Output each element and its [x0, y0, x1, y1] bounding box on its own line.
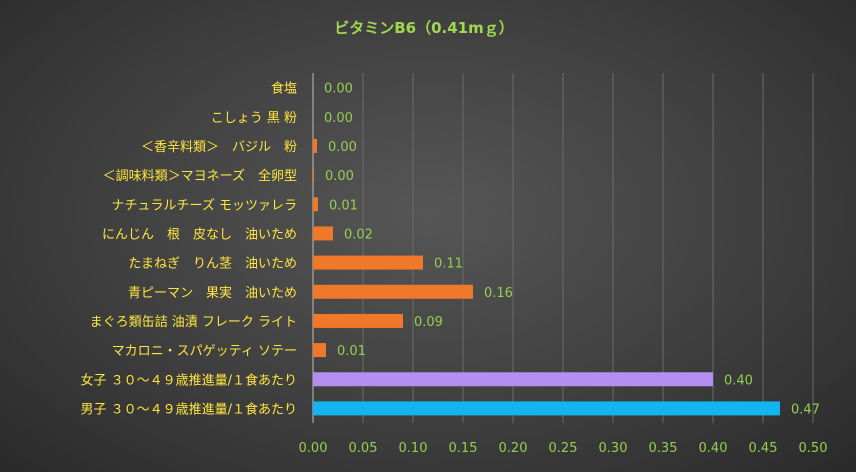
x-tick-label: 0.10 — [399, 441, 428, 456]
bar — [313, 255, 423, 270]
data-label: 0.09 — [414, 315, 443, 330]
category-label: 女子 ３０～４９歳推進量/１食あたり — [80, 372, 297, 388]
category-label: ＜調味料類＞マヨネーズ 全卵型 — [103, 168, 297, 184]
bar — [313, 168, 314, 183]
category-label: 食塩 — [271, 81, 297, 97]
bar — [313, 197, 318, 212]
data-label: 0.16 — [484, 286, 513, 301]
data-label: 0.01 — [329, 198, 358, 213]
data-label: 0.00 — [324, 111, 353, 126]
value-labels: 0.00 0.00 0.00 0.00 0.01 0.02 0.11 0.16 0.09 0.01… — [324, 82, 820, 418]
data-label: 0.02 — [344, 227, 373, 242]
bars — [313, 138, 780, 416]
bar — [313, 401, 780, 416]
x-tick-label: 0.50 — [799, 441, 828, 456]
x-tick-label: 0.05 — [349, 441, 378, 456]
data-label: 0.00 — [324, 82, 353, 97]
data-label: 0.40 — [724, 373, 753, 388]
data-label: 0.11 — [434, 257, 463, 272]
bar — [313, 138, 317, 153]
grid-lines — [312, 73, 814, 423]
x-tick-label: 0.40 — [699, 441, 728, 456]
category-label: ＜香辛料類＞ バジル 粉 — [141, 140, 297, 155]
x-tick-label: 0.30 — [599, 441, 628, 456]
category-label: たまねぎ りん茎 油いため — [128, 257, 297, 272]
category-label: まぐろ類缶詰 油漬 フレーク ライト — [90, 314, 297, 330]
category-label: にんじん 根 皮なし 油いため — [102, 227, 297, 242]
category-label: ナチュラルチーズ モッツァレラ — [112, 197, 297, 213]
bar — [313, 343, 326, 358]
category-label: こしょう 黒 粉 — [211, 111, 297, 126]
bar — [313, 372, 713, 387]
x-axis-ticks: 0.00 0.05 0.10 0.15 0.20 0.25 0.30 0.35 0.40 0.45… — [299, 441, 828, 456]
x-tick-label: 0.25 — [549, 441, 578, 456]
category-label: 青ピーマン 果実 油いため — [128, 285, 297, 301]
x-tick-label: 0.45 — [749, 441, 778, 456]
bar — [313, 226, 333, 241]
category-label: マカロニ・スパゲッティ ソテー — [112, 344, 297, 359]
x-tick-label: 0.20 — [499, 441, 528, 456]
x-tick-label: 0.15 — [449, 441, 478, 456]
data-label: 0.00 — [325, 169, 354, 184]
bar — [313, 284, 473, 299]
x-tick-label: 0.00 — [299, 441, 328, 456]
bar — [313, 313, 403, 328]
data-label: 0.47 — [791, 402, 820, 417]
data-label: 0.00 — [328, 140, 357, 155]
x-tick-label: 0.35 — [649, 441, 678, 456]
category-label: 男子 ３０～４９歳推進量/１食あたり — [80, 401, 297, 417]
chart-title: ビタミンB6（0.41mｇ） — [334, 19, 514, 38]
data-label: 0.01 — [337, 344, 366, 359]
